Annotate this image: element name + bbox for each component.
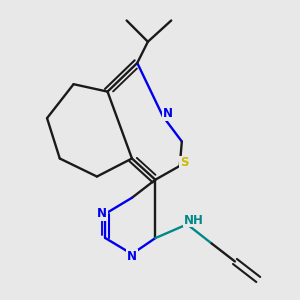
Text: N: N: [163, 107, 173, 120]
Text: N: N: [97, 207, 107, 220]
Text: S: S: [180, 156, 188, 169]
Text: NH: NH: [184, 214, 203, 226]
Text: N: N: [127, 250, 137, 263]
